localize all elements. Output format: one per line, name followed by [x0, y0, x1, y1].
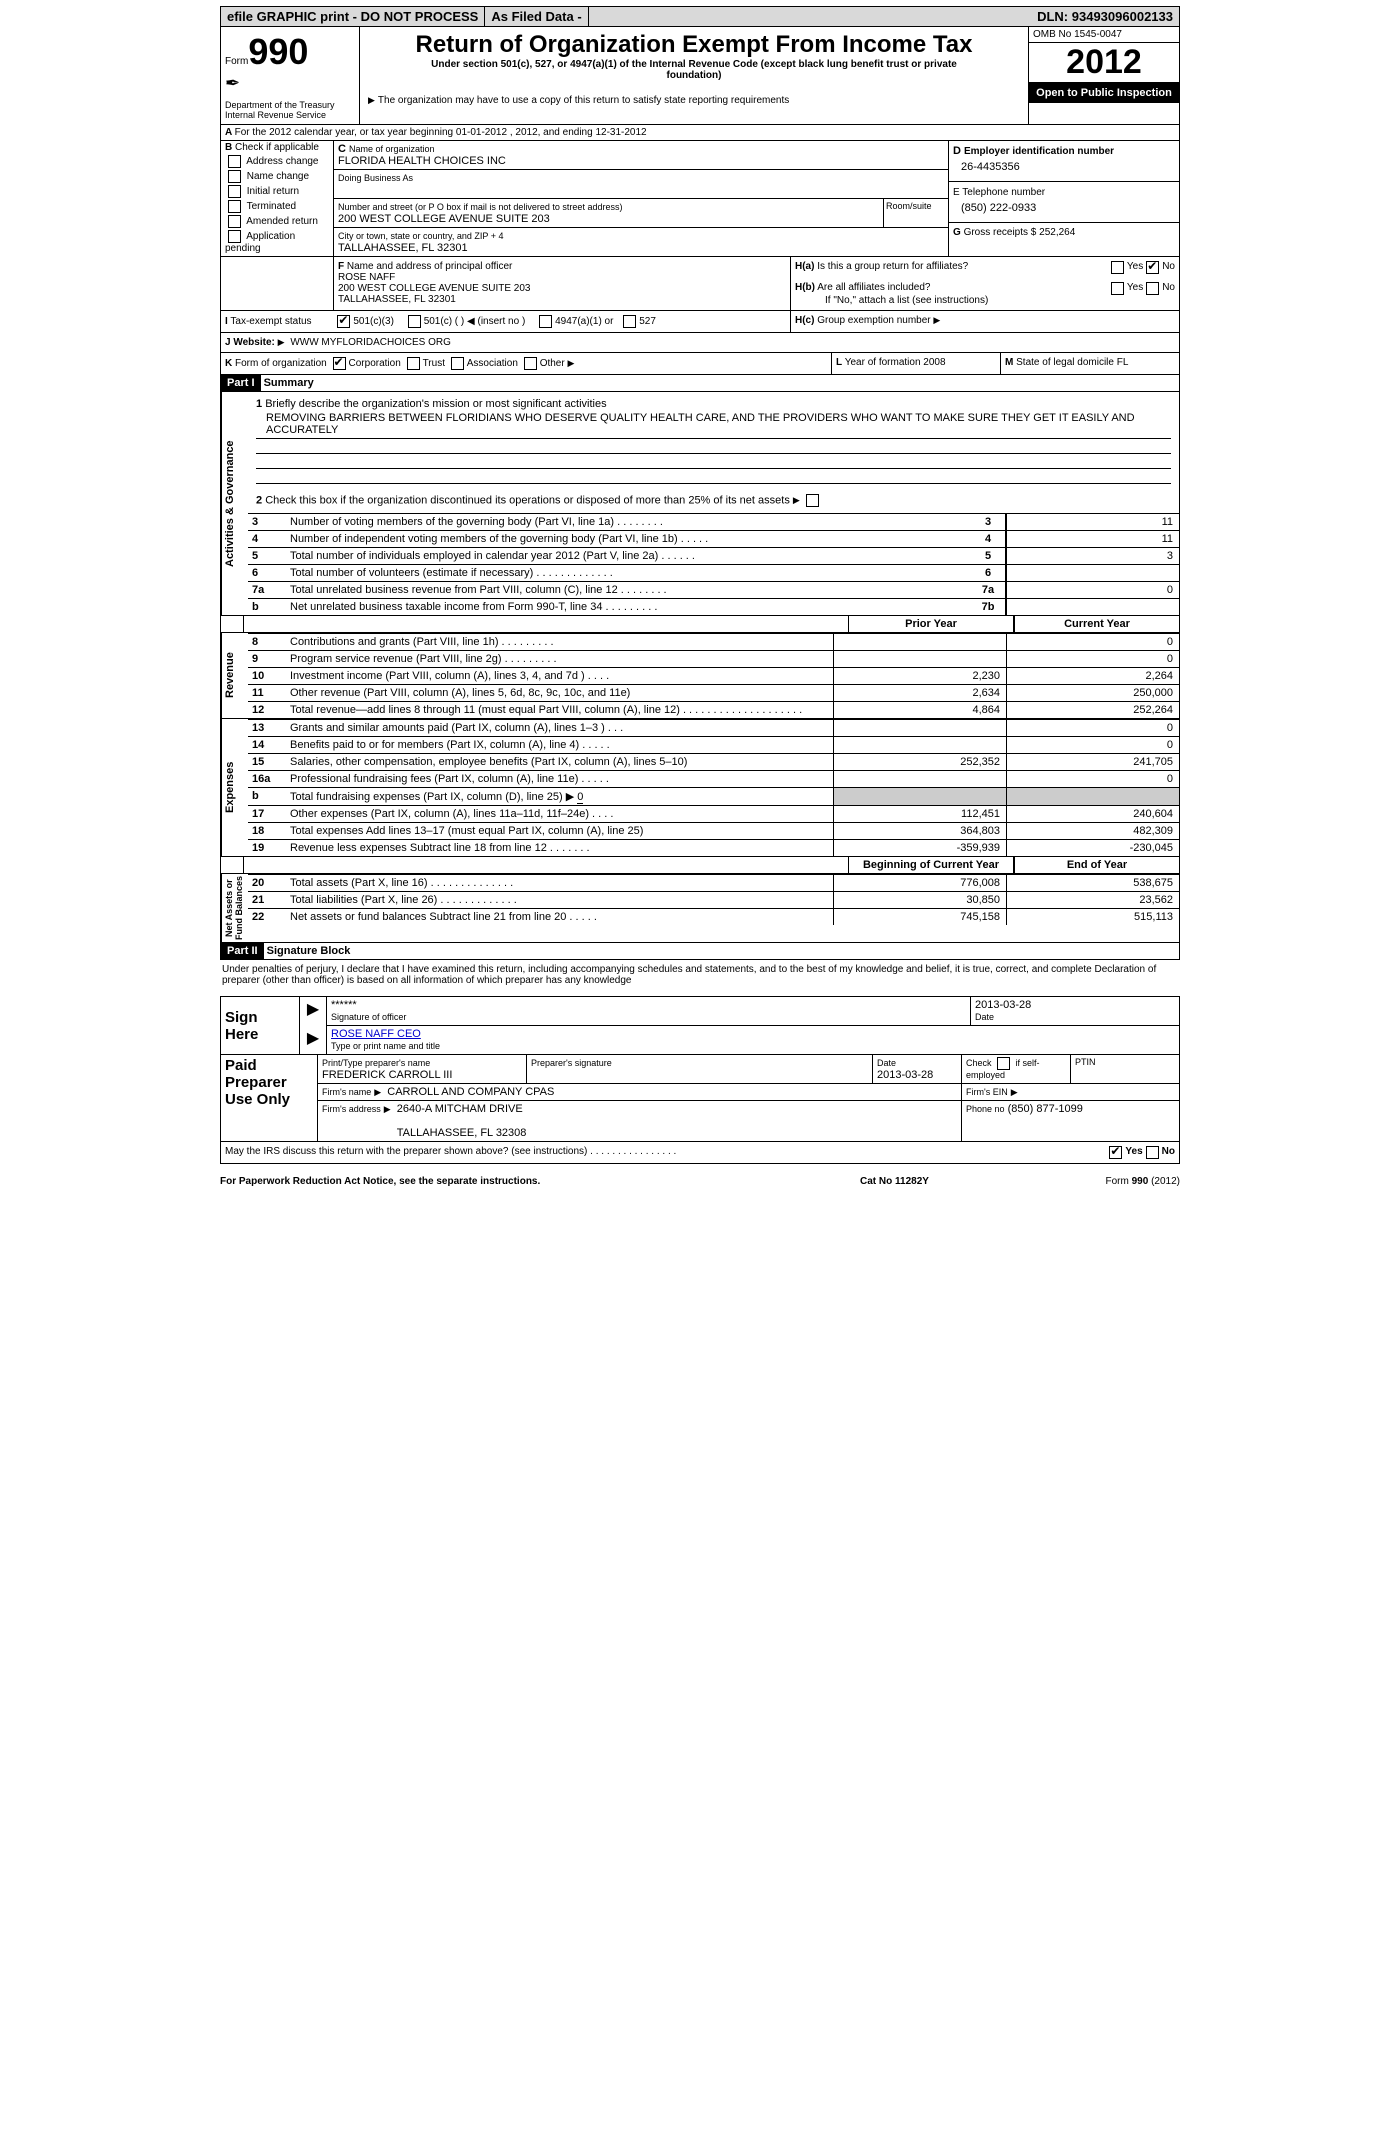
dln: DLN: 93493096002133	[1031, 7, 1179, 26]
efile-notice: efile GRAPHIC print - DO NOT PROCESS	[221, 7, 485, 26]
form-label: Form990	[225, 31, 355, 73]
side-exp: Expenses	[221, 719, 248, 856]
officer-name-link[interactable]: ROSE NAFF CEO	[331, 1028, 421, 1040]
ha-no[interactable]	[1146, 261, 1159, 274]
mission: REMOVING BARRIERS BETWEEN FLORIDIANS WHO…	[256, 410, 1171, 439]
side-rev: Revenue	[221, 633, 248, 718]
website: WWW MYFLORIDACHOICES ORG	[290, 337, 451, 348]
city: TALLAHASSEE, FL 32301	[338, 242, 468, 254]
self-emp-check[interactable]	[997, 1057, 1010, 1070]
omb: OMB No 1545-0047	[1029, 27, 1179, 43]
officer-addr: 200 WEST COLLEGE AVENUE SUITE 203 TALLAH…	[338, 283, 786, 305]
open-inspection: Open to Public Inspection	[1029, 83, 1179, 103]
check-terminated[interactable]: Terminated	[221, 199, 333, 214]
q2-check[interactable]	[806, 494, 819, 507]
check-application-pending[interactable]: Application pending	[221, 229, 333, 255]
side-nab: Net Assets or Fund Balances	[221, 874, 248, 942]
sign-here: Sign Here	[221, 997, 300, 1055]
part2-label: Part II	[221, 943, 264, 959]
org-name: FLORIDA HEALTH CHOICES INC	[338, 155, 506, 167]
perjury: Under penalties of perjury, I declare th…	[220, 960, 1180, 990]
check-name-change[interactable]: Name change	[221, 169, 333, 184]
check-amended-return[interactable]: Amended return	[221, 214, 333, 229]
ein: 26-4435356	[953, 157, 1175, 177]
k-corp[interactable]	[333, 357, 346, 370]
dept: Department of the Treasury Internal Reve…	[225, 100, 355, 120]
top-bar: efile GRAPHIC print - DO NOT PROCESS As …	[220, 6, 1180, 27]
side-ag: Activities & Governance	[221, 392, 248, 615]
period: A For the 2012 calendar year, or tax yea…	[220, 125, 1180, 141]
paid-preparer: Paid Preparer Use Only	[221, 1055, 318, 1142]
discuss-no[interactable]	[1146, 1146, 1159, 1159]
hb-yes[interactable]	[1111, 282, 1124, 295]
subtitle2: The organization may have to use a copy …	[368, 95, 1020, 106]
gross-receipts: 252,264	[1039, 227, 1075, 238]
as-filed: As Filed Data -	[485, 7, 588, 26]
part1-label: Part I	[221, 375, 261, 391]
check-initial-return[interactable]: Initial return	[221, 184, 333, 199]
form-title: Return of Organization Exempt From Incom…	[368, 31, 1020, 59]
check-address-change[interactable]: Address change	[221, 154, 333, 169]
i-501c3[interactable]	[337, 315, 350, 328]
ha-yes[interactable]	[1111, 261, 1124, 274]
tax-year: 2012	[1029, 43, 1179, 83]
discuss-yes[interactable]	[1109, 1146, 1122, 1159]
subtitle1: Under section 501(c), 527, or 4947(a)(1)…	[368, 59, 1020, 81]
address: 200 WEST COLLEGE AVENUE SUITE 203	[338, 213, 550, 225]
phone: (850) 222-0933	[953, 198, 1175, 218]
hb-no[interactable]	[1146, 282, 1159, 295]
officer-name: ROSE NAFF	[338, 272, 786, 283]
